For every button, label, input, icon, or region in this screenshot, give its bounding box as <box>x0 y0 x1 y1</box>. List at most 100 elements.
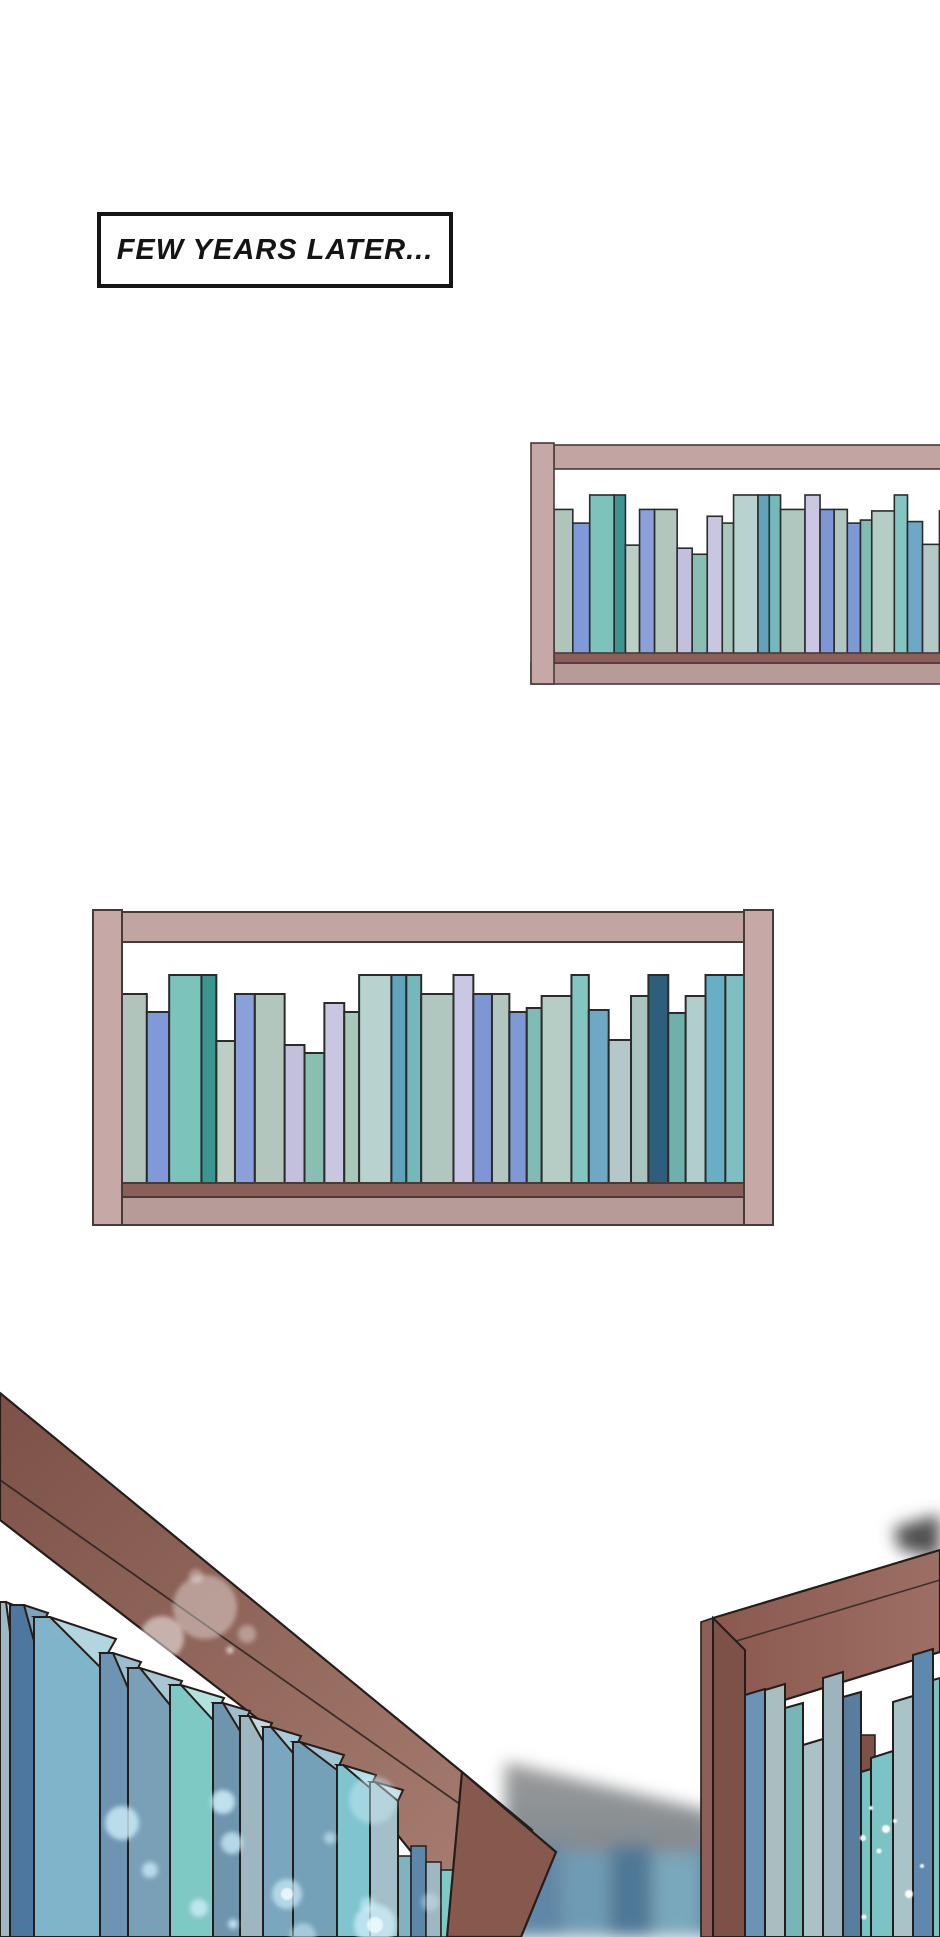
book-spine <box>779 508 806 657</box>
book-spine <box>410 1845 427 1937</box>
book-spine <box>121 993 148 1187</box>
book-spine <box>99 1652 129 1937</box>
book-spine <box>215 1040 236 1187</box>
sparkle <box>869 1806 873 1810</box>
sparkle <box>920 1864 924 1868</box>
shelf-left-post <box>92 909 123 1226</box>
caption-text: FEW YEARS LATER... <box>116 233 434 266</box>
bokeh-light <box>360 1897 376 1913</box>
bookshelf-right-foreground <box>700 1548 940 1937</box>
sparkle <box>905 1890 913 1898</box>
book-spine <box>33 1616 101 1937</box>
book-spine <box>343 1011 361 1187</box>
bokeh-light <box>349 1776 397 1824</box>
book-spine <box>283 1044 306 1187</box>
sparkle <box>876 1848 882 1854</box>
book-spine <box>169 1684 214 1937</box>
book-spine <box>127 1667 171 1937</box>
bokeh-light <box>189 1569 203 1583</box>
book-spine <box>525 1007 543 1187</box>
book-spine <box>588 494 615 657</box>
book-spine <box>768 494 782 657</box>
shelf-post-side <box>700 1616 714 1937</box>
book-spine <box>9 1604 35 1937</box>
book-spine <box>667 1012 687 1187</box>
sparkle <box>861 1914 867 1920</box>
book-spine <box>744 1687 766 1937</box>
shelf-board <box>121 1182 745 1198</box>
blurred-book <box>653 1853 701 1937</box>
book-spine <box>893 494 909 657</box>
bokeh-light <box>238 1625 256 1643</box>
book-spine <box>906 520 924 657</box>
blurred-shelf-corner <box>893 1514 940 1558</box>
book-spine <box>607 1039 633 1187</box>
book-spine <box>870 510 896 657</box>
book-spine <box>452 974 475 1187</box>
book-spine <box>630 995 650 1187</box>
book-spine <box>472 993 493 1187</box>
book-spine <box>420 993 455 1187</box>
book-spine <box>819 508 835 657</box>
bokeh-light <box>290 1923 316 1937</box>
book-spine <box>732 494 759 657</box>
book-spine <box>613 494 627 657</box>
shelf-top-rail <box>553 444 940 470</box>
shelf-bottom-rail <box>92 1196 774 1226</box>
shelf-rail-end <box>445 1769 558 1937</box>
shelf-bottom-rail <box>530 662 940 685</box>
sparkle <box>882 1825 890 1833</box>
blurred-book <box>611 1846 651 1937</box>
bokeh-light <box>105 1806 139 1840</box>
book-spine <box>303 1052 326 1187</box>
book-spine <box>842 1690 862 1937</box>
bokeh-light <box>421 1893 439 1911</box>
bokeh-light <box>228 1919 238 1929</box>
book-spine <box>390 974 408 1187</box>
bokeh-core <box>367 1917 383 1933</box>
shelf-left-post <box>530 442 555 685</box>
blurred-book <box>562 1852 609 1937</box>
bokeh-core <box>281 1888 293 1900</box>
book-spine <box>892 1694 914 1937</box>
bokeh-light <box>324 1832 336 1844</box>
book-spine <box>233 993 256 1187</box>
book-spine <box>684 995 707 1187</box>
book-spine <box>706 515 724 657</box>
book-spine <box>764 1682 786 1937</box>
book-spine <box>921 543 940 657</box>
book-spine <box>676 547 693 657</box>
bokeh-light <box>173 1575 237 1639</box>
bokeh-light <box>227 1647 233 1653</box>
sparkle <box>893 1819 897 1823</box>
bookshelf-middle <box>92 909 774 1226</box>
book-spine <box>490 993 511 1187</box>
book-spine <box>508 1011 528 1187</box>
book-spine <box>870 1749 894 1937</box>
bokeh-light <box>221 1832 243 1854</box>
bokeh-lights <box>105 1569 924 1937</box>
book-spine <box>638 508 656 657</box>
book-spine <box>721 522 735 657</box>
book-spine <box>540 995 573 1187</box>
book-spine <box>323 1002 346 1187</box>
shelf-board <box>553 652 940 664</box>
book-spine <box>784 1701 804 1937</box>
book-spine <box>572 522 591 657</box>
shelf-top-rail <box>121 911 745 943</box>
book-spine <box>822 1670 844 1937</box>
sparkle <box>860 1835 866 1841</box>
book-spine <box>253 993 286 1187</box>
book-spine <box>860 1767 872 1937</box>
book-spine <box>804 494 821 657</box>
bokeh-light <box>211 1790 235 1814</box>
shelf-post <box>712 1615 746 1937</box>
book-spine <box>0 1601 11 1937</box>
book-spine <box>358 974 393 1187</box>
book-spine <box>200 974 218 1187</box>
book-spine <box>239 1715 264 1937</box>
book-spine <box>553 508 574 657</box>
book-spine <box>653 508 678 657</box>
